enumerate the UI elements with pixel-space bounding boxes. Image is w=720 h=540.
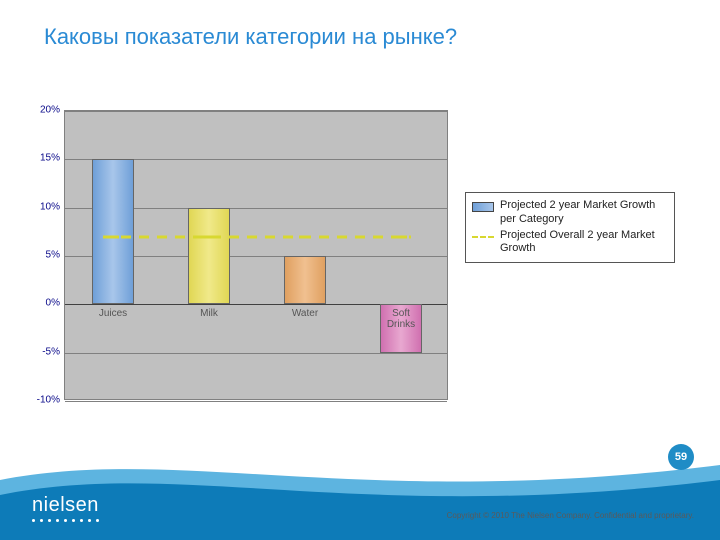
line-marker-icon [395, 235, 407, 238]
market-growth-chart: -10%-5%0%5%10%15%20% JuicesMilkWaterSoft… [28, 110, 448, 400]
logo-text: nielsen [32, 494, 99, 516]
page-number-badge: 59 [668, 444, 694, 470]
category-label: Water [292, 308, 318, 319]
y-tick-label: 20% [40, 105, 60, 116]
legend-label: Projected Overall 2 year Market Growth [500, 229, 668, 257]
copyright-text: Copyright © 2010 The Nielsen Company. Co… [447, 511, 694, 520]
y-tick-label: 10% [40, 201, 60, 212]
y-tick-label: 0% [46, 298, 60, 309]
category-label: Juices [99, 308, 127, 319]
y-tick-label: 15% [40, 153, 60, 164]
line-marker-icon [299, 235, 311, 238]
legend-swatch-icon [472, 202, 494, 212]
y-tick-label: -10% [37, 395, 60, 406]
plot-area: Juices Milk Water Soft Drinks [64, 110, 448, 400]
legend-item-bars: Projected 2 year Market Growth per Categ… [472, 199, 668, 227]
page-title: Каковы показатели категории на рынке? [44, 24, 457, 50]
legend-label: Projected 2 year Market Growth per Categ… [500, 199, 668, 227]
bar-water [284, 256, 326, 304]
y-axis: -10%-5%0%5%10%15%20% [28, 110, 64, 400]
line-marker-icon [107, 235, 119, 238]
line-marker-icon [203, 235, 215, 238]
category-label: Soft Drinks [378, 308, 424, 330]
bar-milk [188, 208, 230, 305]
y-tick-label: 5% [46, 250, 60, 261]
legend: Projected 2 year Market Growth per Categ… [465, 192, 675, 263]
nielsen-logo: nielsen [32, 494, 99, 522]
legend-item-line: Projected Overall 2 year Market Growth [472, 229, 668, 257]
category-label: Milk [200, 308, 218, 319]
y-tick-label: -5% [42, 346, 60, 357]
legend-dash-icon [472, 232, 494, 242]
bar-juices [92, 159, 134, 304]
footer-wave [0, 440, 720, 540]
logo-dots-icon [32, 519, 99, 522]
overall-growth-line [65, 234, 449, 240]
